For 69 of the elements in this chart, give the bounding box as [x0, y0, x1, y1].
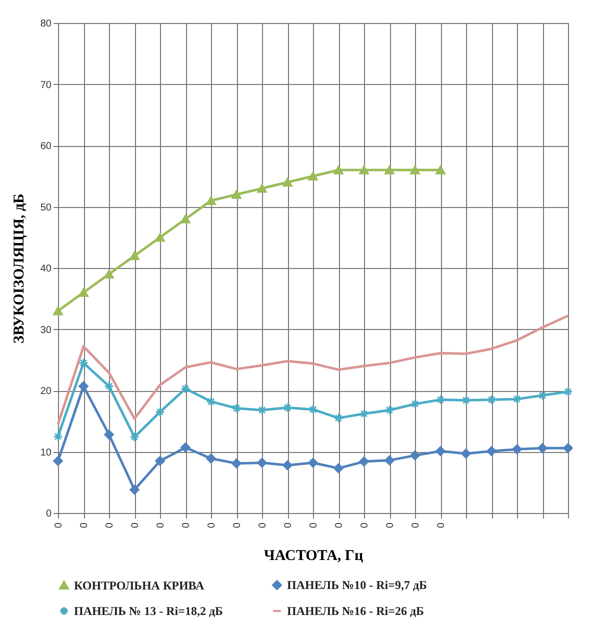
point — [538, 443, 548, 454]
y-tick-label: 30 — [40, 324, 52, 336]
point — [155, 407, 165, 417]
y-tick-label: 40 — [40, 264, 52, 274]
point — [410, 450, 420, 460]
point — [53, 432, 63, 442]
point — [359, 408, 369, 419]
point — [334, 413, 344, 423]
legend-label: КОНТРОЛЬНА КРИВА — [74, 578, 205, 592]
x-tick-label: 0 — [79, 522, 90, 528]
y-tick-label: 50 — [40, 202, 52, 214]
point — [538, 390, 548, 400]
y-tick-label: 80 — [40, 18, 52, 30]
legend-label: ПАНЕЛЬ №16 - Ri=26 дБ — [287, 604, 424, 618]
point — [180, 384, 190, 394]
y-tick-label: 20 — [40, 386, 52, 397]
point — [334, 463, 344, 474]
point — [486, 394, 496, 405]
y-tick-label: 60 — [40, 141, 52, 152]
x-tick-label: 0 — [360, 522, 370, 528]
point — [78, 358, 88, 368]
point — [384, 455, 394, 466]
point — [130, 432, 140, 442]
point — [104, 381, 114, 392]
point — [308, 404, 318, 414]
point — [512, 394, 522, 404]
y-axis-title: ЗВУКОІЗОЛЯЦІЯ, дБ — [11, 193, 28, 344]
y-tick-label: 10 — [40, 447, 52, 458]
x-tick-label: 0 — [258, 522, 268, 528]
x-tick-label: 0 — [283, 522, 294, 528]
point — [257, 458, 267, 468]
point — [130, 484, 140, 495]
point — [206, 396, 216, 406]
point — [282, 460, 292, 470]
point — [436, 446, 446, 456]
legend-label: ПАНЕЛЬ № 13 - Ri=18,2 дБ — [74, 604, 224, 618]
x-tick-label: 0 — [385, 522, 396, 528]
x-tick-label: 0 — [130, 522, 141, 528]
point — [308, 458, 318, 468]
x-tick-label: 0 — [334, 522, 345, 528]
point — [410, 399, 420, 409]
x-tick-label: 0 — [54, 522, 64, 528]
point — [232, 458, 242, 468]
point — [232, 403, 242, 414]
point — [461, 448, 471, 459]
x-tick-label: 0 — [156, 522, 166, 528]
point — [486, 446, 496, 456]
point — [461, 395, 471, 406]
point — [384, 405, 394, 416]
point — [512, 444, 522, 454]
y-tick-label: 70 — [40, 80, 52, 91]
legend-label: ПАНЕЛЬ №10 - Ri=9,7 дБ — [287, 578, 428, 592]
point — [282, 402, 292, 413]
x-tick-label: 0 — [410, 522, 422, 528]
point — [104, 430, 114, 440]
x-tick-label: 0 — [308, 522, 320, 528]
x-tick-label: 0 — [181, 522, 192, 528]
point — [563, 443, 573, 454]
point — [436, 394, 446, 405]
point — [563, 386, 573, 397]
x-axis-title: ЧАСТОТА, Гц — [264, 548, 364, 564]
x-tick-label: 0 — [104, 522, 116, 528]
x-tick-label: 0 — [206, 522, 218, 528]
point — [78, 381, 88, 392]
x-tick-label: 0 — [232, 522, 243, 528]
y-tick-label: 0 — [46, 508, 52, 520]
line-series — [56, 314, 570, 426]
x-tick-label: 0 — [436, 522, 447, 528]
point — [257, 405, 267, 416]
